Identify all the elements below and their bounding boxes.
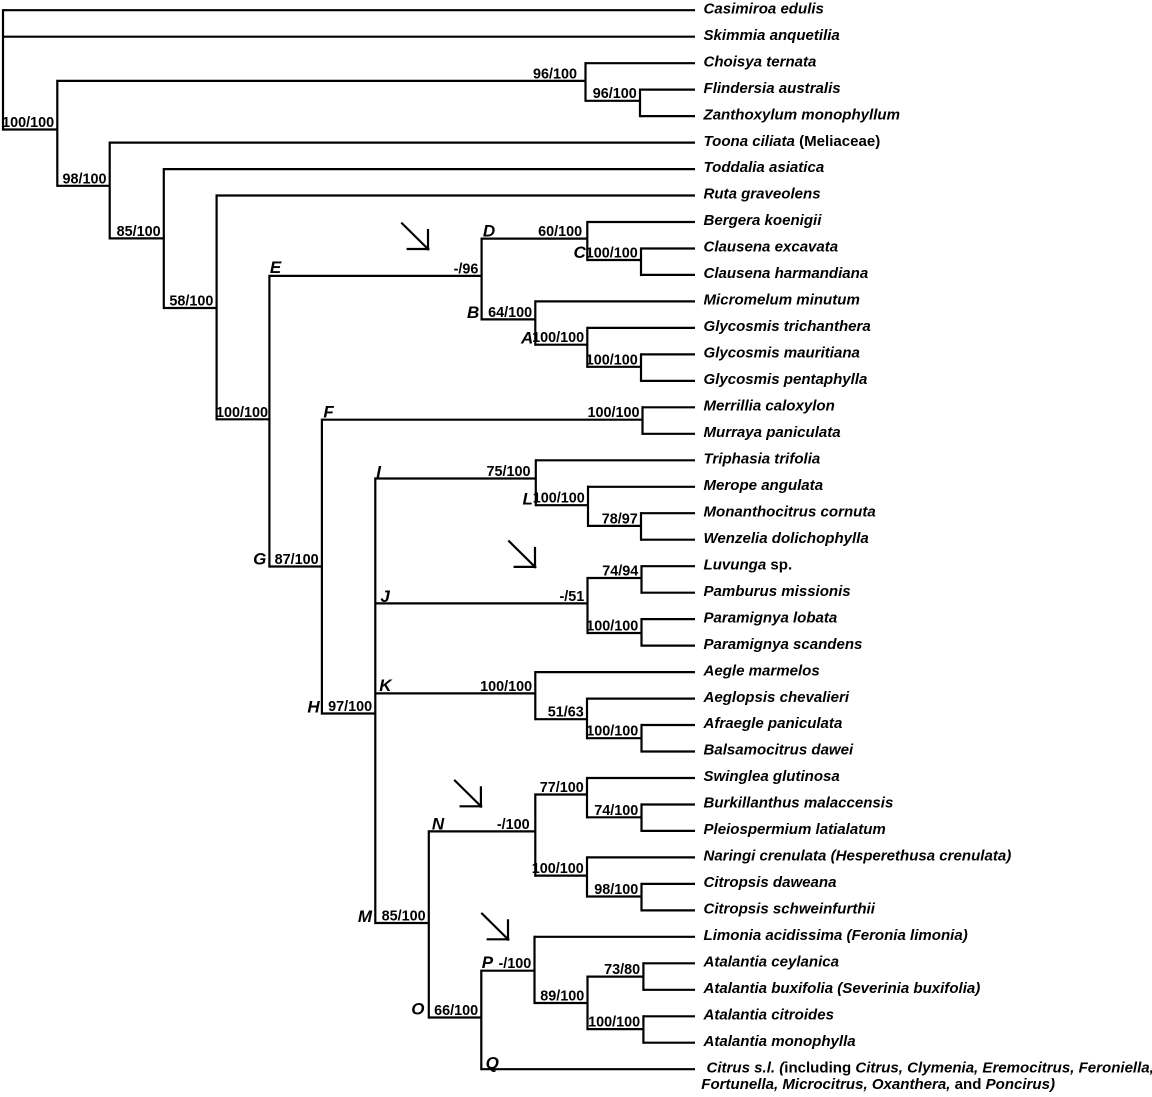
svg-text:Burkillanthus malaccensis: Burkillanthus malaccensis xyxy=(704,795,894,812)
svg-text:Afraegle paniculata: Afraegle paniculata xyxy=(703,715,843,732)
svg-text:Skimmia anquetilia: Skimmia anquetilia xyxy=(704,27,840,44)
svg-text:Toddalia asiatica: Toddalia asiatica xyxy=(704,159,825,176)
svg-text:Citrus s.l. (including Citrus,: Citrus s.l. (including Citrus, Clymenia,… xyxy=(707,1059,1152,1076)
svg-text:100/100: 100/100 xyxy=(586,352,638,368)
svg-text:77/100: 77/100 xyxy=(540,780,584,796)
svg-text:Clausena harmandiana: Clausena harmandiana xyxy=(704,265,869,282)
svg-text:85/100: 85/100 xyxy=(117,224,161,240)
svg-text:Choisya ternata: Choisya ternata xyxy=(704,53,817,70)
svg-text:Pamburus missionis: Pamburus missionis xyxy=(704,583,851,600)
svg-text:87/100: 87/100 xyxy=(275,552,319,568)
svg-text:Citropsis daweana: Citropsis daweana xyxy=(704,874,837,891)
svg-text:100/100: 100/100 xyxy=(532,861,584,877)
svg-text:G: G xyxy=(253,549,266,568)
svg-text:Triphasia trifolia: Triphasia trifolia xyxy=(704,451,821,468)
svg-text:96/100: 96/100 xyxy=(533,66,577,82)
svg-text:Flindersia australis: Flindersia australis xyxy=(704,80,841,97)
svg-text:-/96: -/96 xyxy=(454,261,479,277)
svg-text:O: O xyxy=(411,999,424,1018)
svg-text:96/100: 96/100 xyxy=(593,86,637,102)
svg-text:Paramignya lobata: Paramignya lobata xyxy=(704,609,838,626)
svg-text:100/100: 100/100 xyxy=(586,724,638,740)
svg-text:Murraya paniculata: Murraya paniculata xyxy=(704,424,841,441)
svg-text:74/100: 74/100 xyxy=(594,803,638,819)
svg-text:L: L xyxy=(523,490,533,509)
svg-text:Paramignya scandens: Paramignya scandens xyxy=(704,636,863,653)
svg-text:100/100: 100/100 xyxy=(586,619,638,635)
svg-text:Merope angulata: Merope angulata xyxy=(704,477,824,494)
svg-text:H: H xyxy=(307,697,320,716)
svg-text:Glycosmis pentaphylla: Glycosmis pentaphylla xyxy=(704,371,868,388)
svg-text:100/100: 100/100 xyxy=(533,491,585,507)
svg-text:Ruta graveolens: Ruta graveolens xyxy=(704,186,821,203)
svg-text:Atalantia ceylanica: Atalantia ceylanica xyxy=(703,954,840,971)
svg-text:Swinglea glutinosa: Swinglea glutinosa xyxy=(704,768,840,785)
svg-text:Limonia acidissima (Feronia li: Limonia acidissima (Feronia limonia) xyxy=(704,927,968,944)
svg-text:78/97: 78/97 xyxy=(602,511,638,527)
svg-text:J: J xyxy=(380,587,390,606)
svg-text:E: E xyxy=(270,258,282,277)
svg-text:Citropsis schweinfurthii: Citropsis schweinfurthii xyxy=(704,901,876,918)
svg-text:Naringi crenulata (Hesperethus: Naringi crenulata (Hesperethusa crenulat… xyxy=(704,848,1012,865)
svg-text:C: C xyxy=(574,243,587,262)
svg-text:Monanthocitrus cornuta: Monanthocitrus cornuta xyxy=(704,503,876,520)
svg-text:58/100: 58/100 xyxy=(169,294,213,310)
svg-text:Zanthoxylum monophyllum: Zanthoxylum monophyllum xyxy=(703,106,900,123)
svg-text:64/100: 64/100 xyxy=(488,305,532,321)
svg-text:100/100: 100/100 xyxy=(586,246,638,262)
svg-text:-/100: -/100 xyxy=(498,956,531,972)
svg-text:Q: Q xyxy=(486,1054,499,1073)
svg-text:Casimiroa edulis: Casimiroa edulis xyxy=(704,0,824,17)
svg-text:Pleiospermium latialatum: Pleiospermium latialatum xyxy=(704,821,886,838)
svg-text:75/100: 75/100 xyxy=(486,464,530,480)
svg-text:Merrillia caloxylon: Merrillia caloxylon xyxy=(704,398,835,415)
svg-text:Aeglopsis chevalieri: Aeglopsis chevalieri xyxy=(703,689,850,706)
svg-text:Luvunga sp.: Luvunga sp. xyxy=(704,556,793,573)
svg-text:D: D xyxy=(483,222,495,241)
svg-text:85/100: 85/100 xyxy=(382,909,426,925)
svg-text:Micromelum minutum: Micromelum minutum xyxy=(704,292,860,309)
svg-text:66/100: 66/100 xyxy=(434,1003,478,1019)
svg-text:89/100: 89/100 xyxy=(540,989,584,1005)
svg-text:60/100: 60/100 xyxy=(538,224,582,240)
svg-text:51/63: 51/63 xyxy=(548,705,584,721)
svg-text:F: F xyxy=(323,403,334,422)
svg-text:73/80: 73/80 xyxy=(604,962,640,978)
svg-text:I: I xyxy=(376,462,382,481)
svg-text:P: P xyxy=(482,953,494,972)
svg-text:Wenzelia dolichophylla: Wenzelia dolichophylla xyxy=(704,530,869,547)
svg-text:98/100: 98/100 xyxy=(594,882,638,898)
svg-text:M: M xyxy=(358,907,373,926)
svg-text:A: A xyxy=(520,328,533,347)
svg-text:Fortunella, Microcitrus, Oxant: Fortunella, Microcitrus, Oxanthera, and … xyxy=(701,1076,1055,1093)
svg-text:74/94: 74/94 xyxy=(602,564,638,580)
svg-text:100/100: 100/100 xyxy=(2,115,54,131)
svg-text:Atalantia buxifolia (Severinia: Atalantia buxifolia (Severinia buxifolia… xyxy=(703,980,981,997)
svg-text:100/100: 100/100 xyxy=(587,405,639,421)
svg-text:Bergera koenigii: Bergera koenigii xyxy=(704,212,823,229)
svg-text:Glycosmis mauritiana: Glycosmis mauritiana xyxy=(704,345,860,362)
svg-text:Aegle marmelos: Aegle marmelos xyxy=(703,662,820,679)
svg-text:-/100: -/100 xyxy=(497,817,530,833)
svg-text:Glycosmis trichanthera: Glycosmis trichanthera xyxy=(704,318,871,335)
svg-text:N: N xyxy=(432,815,445,834)
svg-text:100/100: 100/100 xyxy=(532,330,584,346)
svg-text:B: B xyxy=(467,303,479,322)
svg-text:Atalantia monophylla: Atalantia monophylla xyxy=(703,1033,856,1050)
svg-text:98/100: 98/100 xyxy=(62,171,106,187)
svg-text:Clausena excavata: Clausena excavata xyxy=(704,239,839,256)
svg-text:100/100: 100/100 xyxy=(588,1015,640,1031)
svg-text:97/100: 97/100 xyxy=(328,699,372,715)
svg-text:100/100: 100/100 xyxy=(216,405,268,421)
svg-text:Balsamocitrus dawei: Balsamocitrus dawei xyxy=(704,742,855,759)
svg-text:100/100: 100/100 xyxy=(480,679,532,695)
svg-text:Atalantia citroides: Atalantia citroides xyxy=(703,1007,834,1024)
svg-text:K: K xyxy=(379,676,393,695)
svg-text:Toona ciliata (Meliaceae): Toona ciliata (Meliaceae) xyxy=(704,133,881,150)
svg-text:-/51: -/51 xyxy=(559,589,584,605)
